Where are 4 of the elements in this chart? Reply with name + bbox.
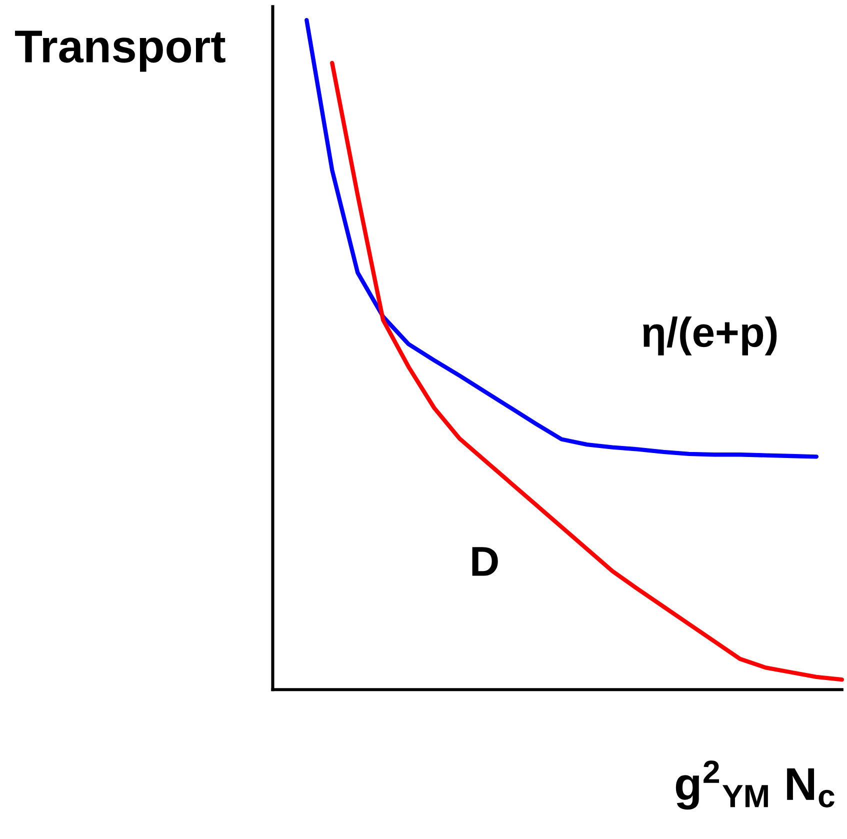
x-axis-title: g$^{2}$$_{YM}$ N$_{c}$ — [676, 760, 834, 810]
text: η/(e+p) — [643, 316, 777, 356]
series-label: D — [472, 547, 498, 576]
y-axis-title: Transport — [15, 30, 226, 72]
